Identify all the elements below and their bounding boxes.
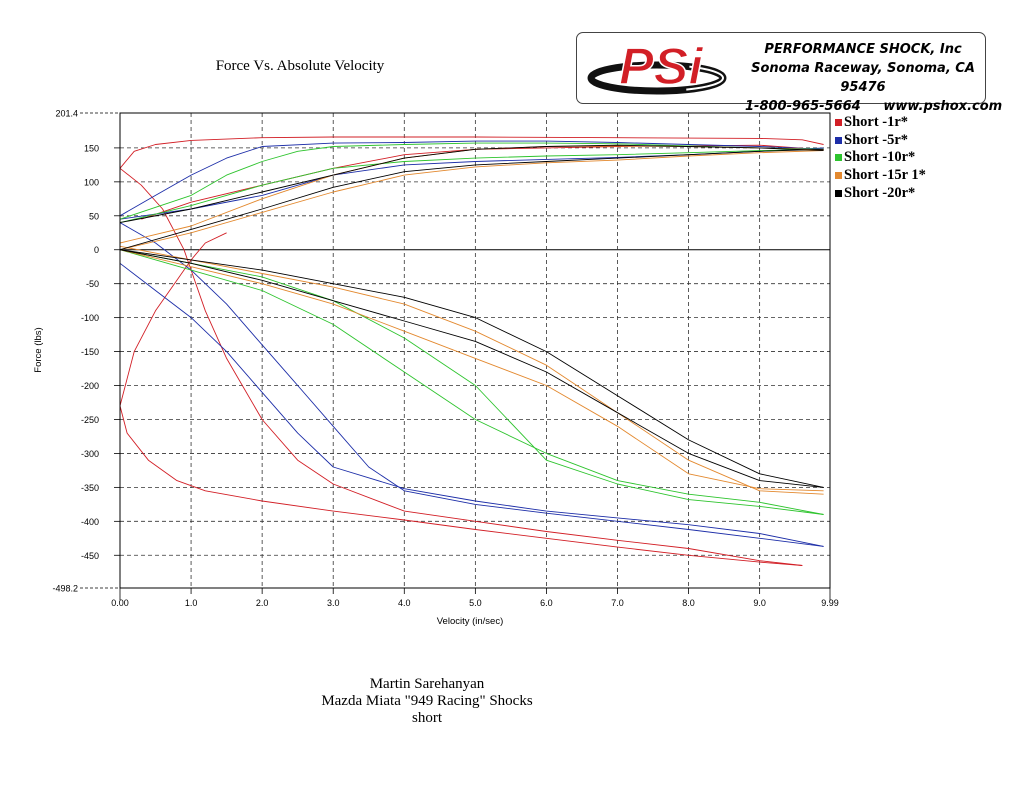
- y-tick-label: 50: [89, 211, 99, 221]
- x-tick-label: 5.0: [469, 598, 482, 608]
- series-line: [119, 136, 824, 169]
- series-line: [119, 249, 824, 515]
- x-axis-label: Velocity (in/sec): [437, 616, 504, 627]
- series-4: [119, 145, 824, 495]
- series-line: [141, 144, 817, 220]
- legend-swatch: [835, 189, 842, 197]
- series-line: [119, 249, 824, 492]
- y-axis-label: Force (lbs): [33, 327, 44, 372]
- legend-label: Short -20r*: [844, 184, 916, 201]
- footer-author: Martin Sarehanyan: [369, 676, 485, 692]
- company-contact: 1-800-965-5664 www.pshox.com: [745, 99, 1003, 114]
- y-tick-label: 0: [94, 245, 99, 255]
- x-tick-label: 9.99: [821, 598, 839, 608]
- y-tick-label: 150: [84, 143, 99, 153]
- y-tick-label: -450: [81, 551, 99, 561]
- psi-logo: PSi: [587, 37, 727, 97]
- y-tick-label: 100: [84, 177, 99, 187]
- y-tick-label: -100: [81, 313, 99, 323]
- grid-layer: [120, 113, 830, 588]
- x-tick-label: 1.0: [185, 598, 198, 608]
- series-line: [119, 150, 824, 251]
- series-1: [119, 136, 824, 566]
- x-tick-label: 7.0: [611, 598, 624, 608]
- legend-swatch: [835, 136, 842, 144]
- legend-item: Short -1r*: [835, 114, 926, 132]
- y-tick-label: -300: [81, 449, 99, 459]
- company-name: PERFORMANCE SHOCK, Inc: [764, 42, 962, 57]
- series-line: [119, 147, 824, 220]
- axis-layer: 201.4 150 100 50 0 -50 -100 -150 -200 -250 -300 -35…: [52, 109, 838, 609]
- footer-notes: Martin Sarehanyan Mazda Miata "949 Racin…: [277, 676, 577, 727]
- chart-title: Force Vs. Absolute Velocity: [215, 58, 385, 74]
- series-line: [119, 249, 824, 488]
- company-address: Sonoma Raceway, Sonoma, CA 95476: [751, 61, 975, 95]
- series-line: [119, 148, 824, 224]
- y-tick-label: -350: [81, 483, 99, 493]
- legend-label: Short -5r*: [844, 131, 909, 148]
- company-info: PERFORMANCE SHOCK, Inc Sonoma Raceway, S…: [745, 40, 1003, 116]
- y-tick-label: -50: [86, 279, 99, 289]
- logo-wordmark: PSi: [619, 38, 704, 96]
- legend-item: Short -15r 1*: [835, 167, 926, 185]
- series-line: [119, 249, 824, 488]
- chart-legend: Short -1r* Short -5r* Short -10r* Short -15…: [835, 114, 926, 202]
- legend-swatch: [835, 154, 842, 162]
- series-layer: [119, 136, 824, 566]
- series-line: [119, 142, 824, 220]
- series-line: [119, 232, 227, 407]
- x-tick-label: 6.0: [540, 598, 553, 608]
- series-line: [119, 148, 824, 251]
- y-tick-label: -400: [81, 517, 99, 527]
- legend-label: Short -15r 1*: [844, 167, 926, 184]
- series-line: [119, 249, 824, 515]
- y-tick-label: -498.2: [52, 584, 78, 594]
- footer-variant: short: [412, 710, 442, 726]
- x-tick-label: 3.0: [327, 598, 340, 608]
- legend-label: Short -1r*: [844, 114, 909, 131]
- legend-item: Short -20r*: [835, 184, 926, 202]
- x-tick-label: 4.0: [398, 598, 411, 608]
- series-5: [119, 144, 824, 488]
- series-line: [119, 167, 803, 566]
- x-tick-label: 2.0: [256, 598, 269, 608]
- footer-vehicle: Mazda Miata "949 Racing" Shocks: [321, 693, 533, 709]
- series-line: [119, 222, 824, 547]
- y-tick-label: -150: [81, 347, 99, 357]
- series-line: [119, 405, 803, 566]
- y-tick-label: -250: [81, 415, 99, 425]
- legend-swatch: [835, 172, 842, 180]
- y-tick-label: -200: [81, 381, 99, 391]
- plot-frame: [119, 112, 831, 589]
- legend-label: Short -10r*: [844, 149, 916, 166]
- series-line: [119, 145, 824, 244]
- company-logo-panel: PSi PERFORMANCE SHOCK, Inc Sonoma Racewa…: [576, 32, 1002, 114]
- legend-item: Short -5r*: [835, 132, 926, 150]
- series-line: [119, 245, 824, 495]
- x-tick-label: 8.0: [682, 598, 695, 608]
- legend-swatch: [835, 119, 842, 127]
- legend-item: Short -10r*: [835, 149, 926, 167]
- series-line: [119, 144, 824, 224]
- series-3: [119, 142, 824, 515]
- y-tick-label: 201.4: [55, 109, 78, 119]
- x-tick-label: 9.0: [753, 598, 766, 608]
- series-line: [119, 140, 824, 217]
- series-line: [119, 262, 824, 547]
- x-tick-label: 0.00: [111, 598, 129, 608]
- series-2: [119, 140, 824, 547]
